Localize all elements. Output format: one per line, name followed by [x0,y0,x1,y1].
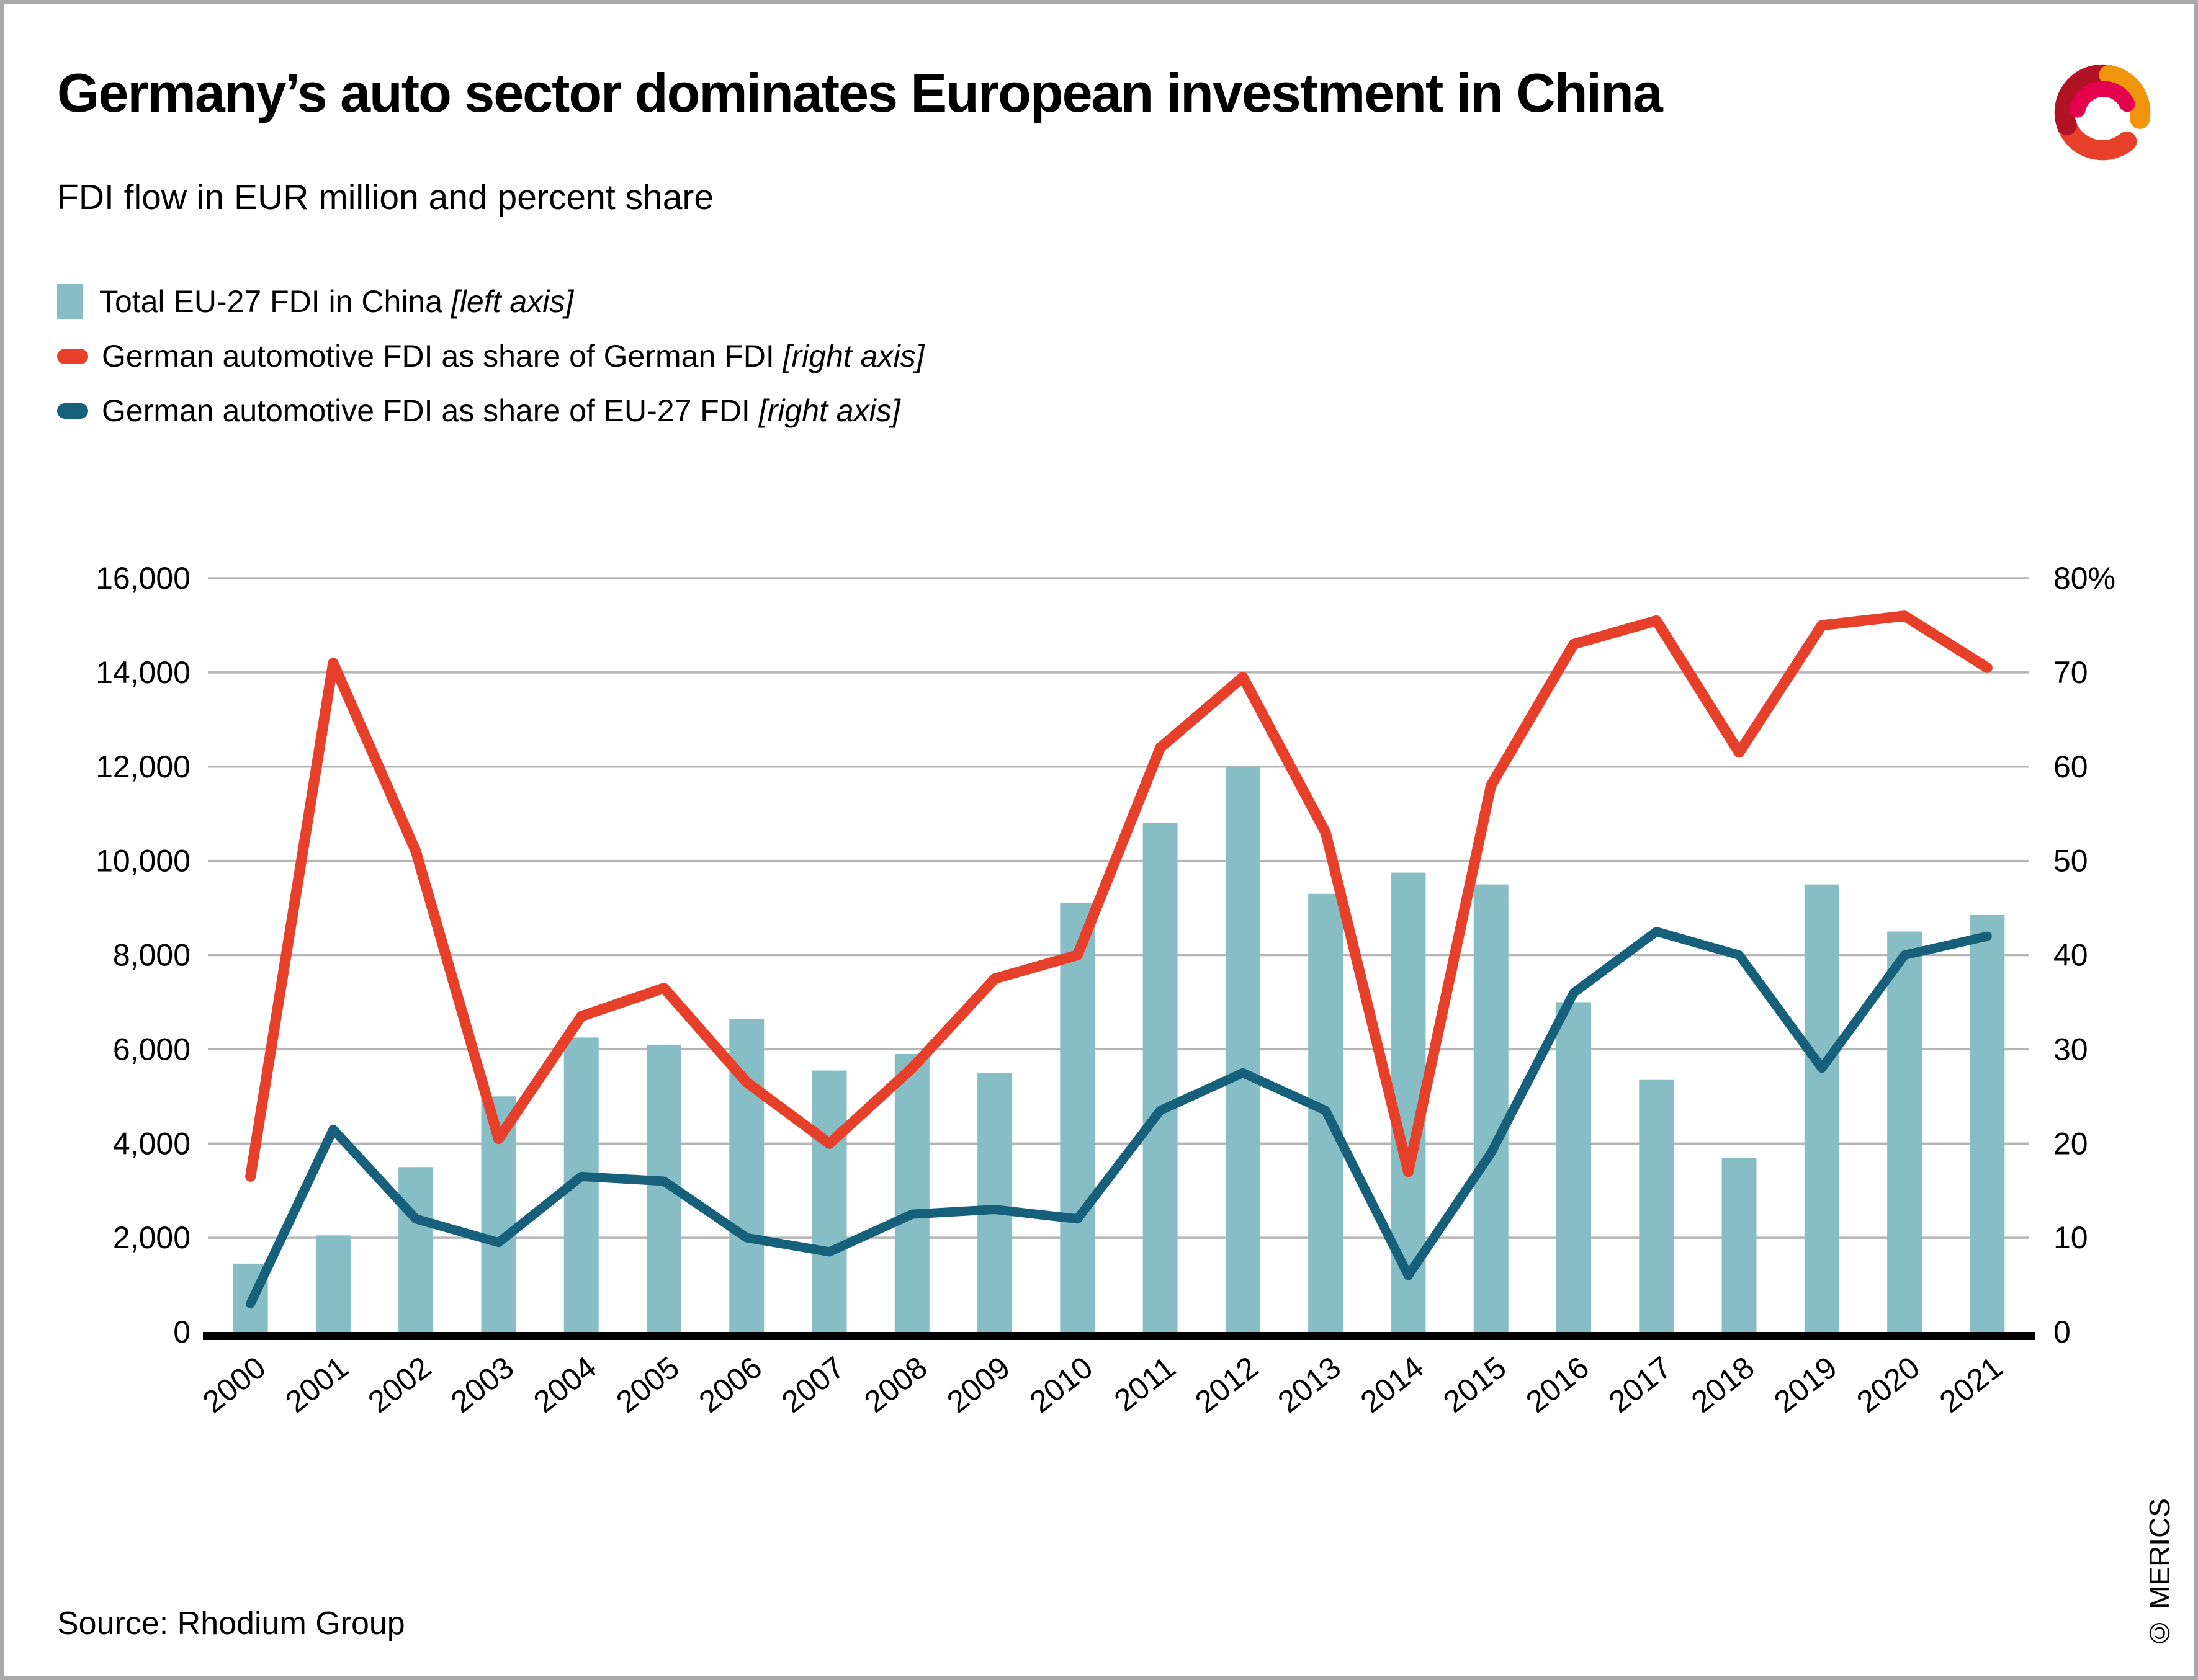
line-german-auto-share-of-german-fdi [245,610,1993,1182]
bar-2011 [1142,823,1178,1332]
x-axis-year-label: 2021 [1933,1350,2009,1420]
x-axis-year-label: 2011 [1108,1350,1182,1418]
red-line-swatch-icon [57,348,88,364]
left-axis-tick-label: 14,000 [96,655,191,690]
left-axis-tick-label: 12,000 [96,749,191,784]
right-axis-tick-label: 0 [2053,1315,2071,1349]
x-axis-year-label: 2017 [1602,1350,1678,1420]
left-axis-tick-label: 6,000 [113,1032,191,1066]
source-note: Source: Rhodium Group [57,1606,405,1642]
left-axis-tick-label: 2,000 [113,1220,191,1255]
right-axis-tick-label: 20 [2053,1126,2088,1161]
x-axis-year-label: 2003 [444,1350,520,1420]
copyright-note: © MERICS [2143,1498,2176,1650]
merics-logo-icon [2054,64,2151,161]
bar-2012 [1225,766,1260,1332]
right-axis-tick-label: 60 [2053,749,2088,784]
bar-2021 [1970,914,2005,1332]
legend-axis-note: [left axis] [451,284,574,319]
bar-2020 [1887,931,1922,1332]
right-axis-tick-label: 40 [2053,938,2088,973]
bar-2002 [398,1167,434,1332]
x-axis-year-label: 2009 [941,1350,1016,1420]
left-axis-tick-label: 4,000 [113,1126,191,1161]
x-axis-year-label: 2016 [1520,1350,1595,1420]
x-axis-line [203,1332,2035,1340]
x-axis-year-label: 2008 [858,1350,933,1420]
bar-2017 [1639,1079,1674,1332]
right-axis-tick-label: 10 [2053,1220,2088,1255]
x-axis-year-label: 2000 [196,1350,272,1420]
left-axis-tick-label: 16,000 [96,561,191,596]
bar-2016 [1556,1002,1591,1332]
left-axis-tick-label: 0 [173,1315,191,1349]
x-axis-year-label: 2010 [1023,1350,1099,1420]
fdi-chart: 0 2,000 4,000 6,000 8,000 10,000 12,000 14,000 1… [96,561,2115,1420]
x-axis-year-label: 2004 [527,1350,603,1420]
bar-2008 [894,1053,930,1332]
bar-2001 [315,1235,351,1332]
right-axis-tick-label: 80% [2053,561,2115,596]
page-subtitle: FDI flow in EUR million and percent shar… [57,177,714,217]
x-axis-year-label: 2018 [1685,1350,1761,1420]
bar-swatch-icon [57,284,83,319]
legend-axis-note: [right axis] [783,339,925,373]
x-axis-year-label: 2014 [1354,1350,1430,1420]
legend-label: German automotive FDI as share of EU-27 … [102,393,750,428]
x-axis-year-label: 2020 [1850,1350,1926,1420]
x-axis-year-label: 2005 [610,1350,686,1420]
right-axis-tick-label: 30 [2053,1032,2088,1066]
page-title: Germany’s auto sector dominates European… [57,62,1663,123]
x-axis-year-label: 2006 [693,1350,768,1420]
legend-label: Total EU-27 FDI in China [99,284,443,319]
bar-2018 [1721,1158,1757,1332]
legend-item-german-share-of-german-fdi: German automotive FDI as share of German… [57,337,924,375]
legend-axis-note: [right axis] [758,393,900,428]
x-axis-year-label: 2015 [1437,1350,1512,1420]
x-axis-year-label: 2012 [1189,1350,1265,1420]
chart-area: 0 2,000 4,000 6,000 8,000 10,000 12,000 14,000 1… [4,4,2194,1676]
x-axis-year-label: 2013 [1272,1350,1347,1420]
x-axis-year-label: 2002 [362,1350,437,1420]
bar-2019 [1804,884,1839,1332]
bar-2010 [1060,903,1095,1332]
left-axis-tick-label: 8,000 [113,938,191,973]
x-axis-year-label: 2001 [279,1350,355,1420]
x-axis-year-label: 2007 [775,1350,851,1420]
chart-legend: Total EU-27 FDI in China [left axis] Ger… [57,282,924,446]
bar-2009 [977,1073,1013,1332]
line-german-auto-share-of-eu27-fdi [246,927,1992,1308]
teal-line-swatch-icon [57,403,88,419]
right-axis-tick-label: 50 [2053,844,2088,878]
right-axis-tick-label: 70 [2053,655,2088,690]
bar-2015 [1473,884,1509,1332]
left-axis-tick-label: 10,000 [96,844,191,878]
bar-2007 [812,1070,847,1332]
legend-item-german-share-of-eu27-fdi: German automotive FDI as share of EU-27 … [57,391,924,430]
x-axis-year-label: 2019 [1767,1350,1843,1420]
legend-label: German automotive FDI as share of German… [102,339,774,373]
legend-item-total-eu27-fdi: Total EU-27 FDI in China [left axis] [57,282,924,321]
